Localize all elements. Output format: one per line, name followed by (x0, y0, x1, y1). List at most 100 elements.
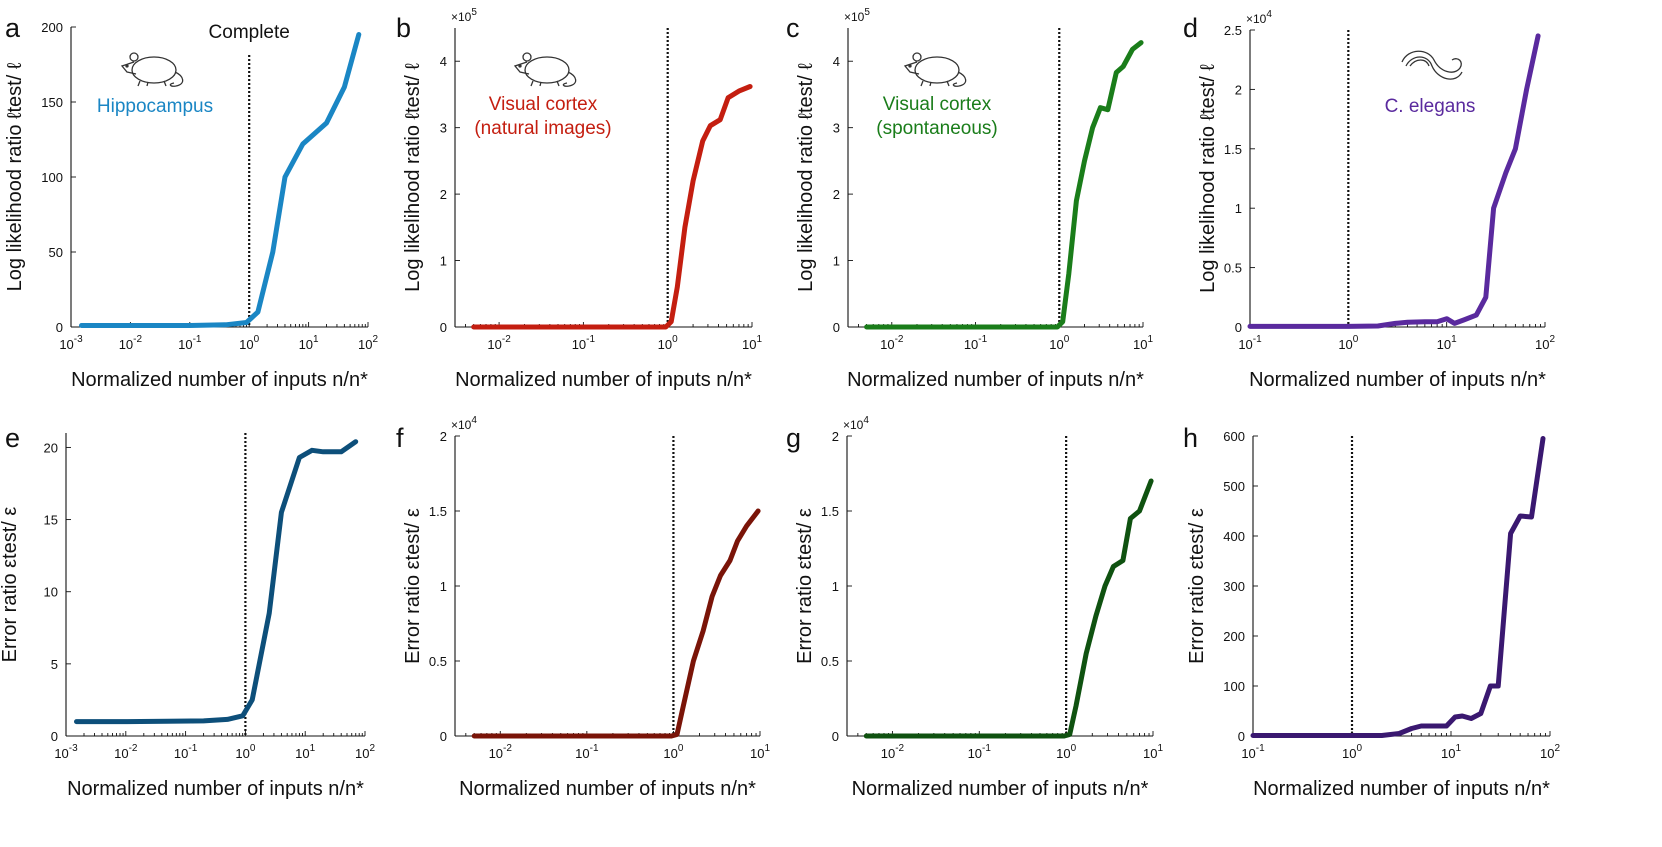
x-tick-label: 10-1 (178, 334, 202, 352)
y-tick-label: 0 (440, 320, 447, 335)
panel-letter: g (786, 423, 801, 453)
axis-multiplier: ×104 (451, 415, 477, 432)
y-tick-label: 3 (440, 121, 447, 136)
y-tick-label: 1 (1235, 201, 1242, 216)
x-axis-label: Normalized number of inputs n/n* (67, 778, 364, 800)
region-annotation: C. elegans (1385, 96, 1476, 117)
y-tick-label: 1 (440, 254, 447, 269)
y-tick-label: 50 (49, 245, 63, 260)
y-axis-label: Log likelihood ratio ℓtest/ ℓ (402, 63, 424, 292)
region-annotation: Visual cortex (spontaneous) (876, 94, 997, 139)
x-axis-label: Normalized number of inputs n/n* (1249, 369, 1546, 391)
panel-h: h 10-1 100 101 102 0 100 200 300 400 500 600 Error r… (1183, 423, 1560, 800)
y-tick-label: 600 (1223, 429, 1245, 444)
x-tick-label: 101 (750, 743, 770, 761)
x-tick-label: 10-1 (968, 743, 992, 761)
series-line (79, 32, 362, 328)
y-tick-label: 200 (1223, 629, 1245, 644)
panel-e: e 10-3 10-2 10-1 100 101 102 0 5 10 15 20 Error rati… (0, 423, 375, 800)
x-tick-label: 10-1 (1238, 334, 1262, 352)
x-axis-label: Normalized number of inputs n/n* (455, 369, 752, 391)
x-tick-label: 10-1 (572, 334, 596, 352)
x-tick-label: 102 (1535, 334, 1555, 352)
y-tick-label: 0 (51, 729, 58, 744)
x-axis-label: Normalized number of inputs n/n* (459, 778, 756, 800)
y-axis-label: Error ratio εtest/ ε (794, 508, 816, 664)
y-tick-label: 10 (44, 585, 58, 600)
x-tick-label: 100 (663, 743, 683, 761)
y-tick-label: 4 (833, 54, 840, 69)
y-axis-label: Log likelihood ratio ℓtest/ ℓ (1197, 64, 1219, 293)
y-tick-label: 200 (41, 20, 63, 35)
x-tick-label: 102 (358, 334, 378, 352)
y-tick-label: 20 (44, 440, 58, 455)
y-tick-label: 15 (44, 513, 58, 528)
y-tick-label: 0 (440, 729, 447, 744)
x-tick-label: 101 (1133, 334, 1153, 352)
x-axis-label: Normalized number of inputs n/n* (852, 778, 1149, 800)
x-tick-label: 10-3 (54, 743, 78, 761)
y-axis-label: Log likelihood ratio ℓtest/ ℓ (4, 62, 26, 291)
x-tick-label: 100 (239, 334, 259, 352)
y-tick-label: 5 (51, 657, 58, 672)
y-tick-label: 0 (832, 729, 839, 744)
y-tick-label: 1.5 (821, 504, 839, 519)
x-tick-label: 102 (1540, 743, 1560, 761)
panel-letter: e (5, 423, 20, 453)
y-tick-label: 0.5 (429, 654, 447, 669)
y-tick-label: 4 (440, 54, 447, 69)
y-tick-label: 0 (56, 320, 63, 335)
panel-letter: h (1183, 423, 1198, 453)
x-tick-label: 101 (1143, 743, 1163, 761)
x-tick-label: 10-2 (119, 334, 143, 352)
y-tick-label: 0 (1238, 729, 1245, 744)
panel-letter: a (5, 13, 21, 43)
x-tick-label: 100 (1338, 334, 1358, 352)
x-tick-label: 101 (299, 334, 319, 352)
axis-multiplier: ×105 (451, 7, 477, 24)
series-line (74, 439, 359, 725)
mouse-icon (513, 52, 577, 87)
y-tick-label: 1 (832, 579, 839, 594)
series-line (471, 508, 761, 739)
y-tick-label: 100 (1223, 679, 1245, 694)
y-tick-label: 0.5 (821, 654, 839, 669)
panel-letter: f (396, 423, 404, 453)
y-tick-label: 1 (440, 579, 447, 594)
y-tick-label: 500 (1223, 479, 1245, 494)
x-axis-label: Normalized number of inputs n/n* (847, 369, 1144, 391)
x-tick-label: 10-1 (964, 334, 988, 352)
axis-multiplier: ×105 (844, 7, 870, 24)
x-tick-label: 101 (1437, 334, 1457, 352)
x-tick-label: 100 (1342, 743, 1362, 761)
y-tick-label: 2 (1235, 82, 1242, 97)
x-tick-label: 10-2 (489, 743, 513, 761)
y-tick-label: 100 (41, 170, 63, 185)
y-tick-label: 2 (833, 187, 840, 202)
panel-a: a 10-3 10-2 10-1 100 101 102 0 50 100 150 200 Log li… (4, 13, 378, 391)
complete-label: Complete (209, 22, 290, 43)
axis-multiplier: ×104 (1246, 9, 1272, 26)
y-tick-label: 400 (1223, 529, 1245, 544)
y-tick-label: 0 (1235, 320, 1242, 335)
y-tick-label: 2 (440, 187, 447, 202)
panel-g: g 10-2 10-1 100 101 0 0.5 1 1.5 2 ×104 Error ratio … (786, 415, 1163, 800)
x-tick-label: 100 (1056, 743, 1076, 761)
panel-f: f 10-2 10-1 100 101 0 0.5 1 1.5 2 ×104 Error ratio … (396, 415, 770, 800)
y-tick-label: 2.5 (1224, 23, 1242, 38)
x-tick-label: 100 (658, 334, 678, 352)
region-annotation: Visual cortex (natural images) (474, 94, 611, 139)
x-tick-label: 10-1 (1241, 743, 1265, 761)
mouse-icon (903, 52, 967, 87)
y-axis-label: Log likelihood ratio ℓtest/ ℓ (795, 63, 817, 292)
y-tick-label: 3 (833, 121, 840, 136)
y-tick-label: 2 (832, 429, 839, 444)
y-tick-label: 0 (833, 320, 840, 335)
y-tick-label: 2 (440, 429, 447, 444)
y-tick-label: 0.5 (1224, 261, 1242, 276)
y-tick-label: 300 (1223, 579, 1245, 594)
x-tick-label: 10-1 (174, 743, 198, 761)
